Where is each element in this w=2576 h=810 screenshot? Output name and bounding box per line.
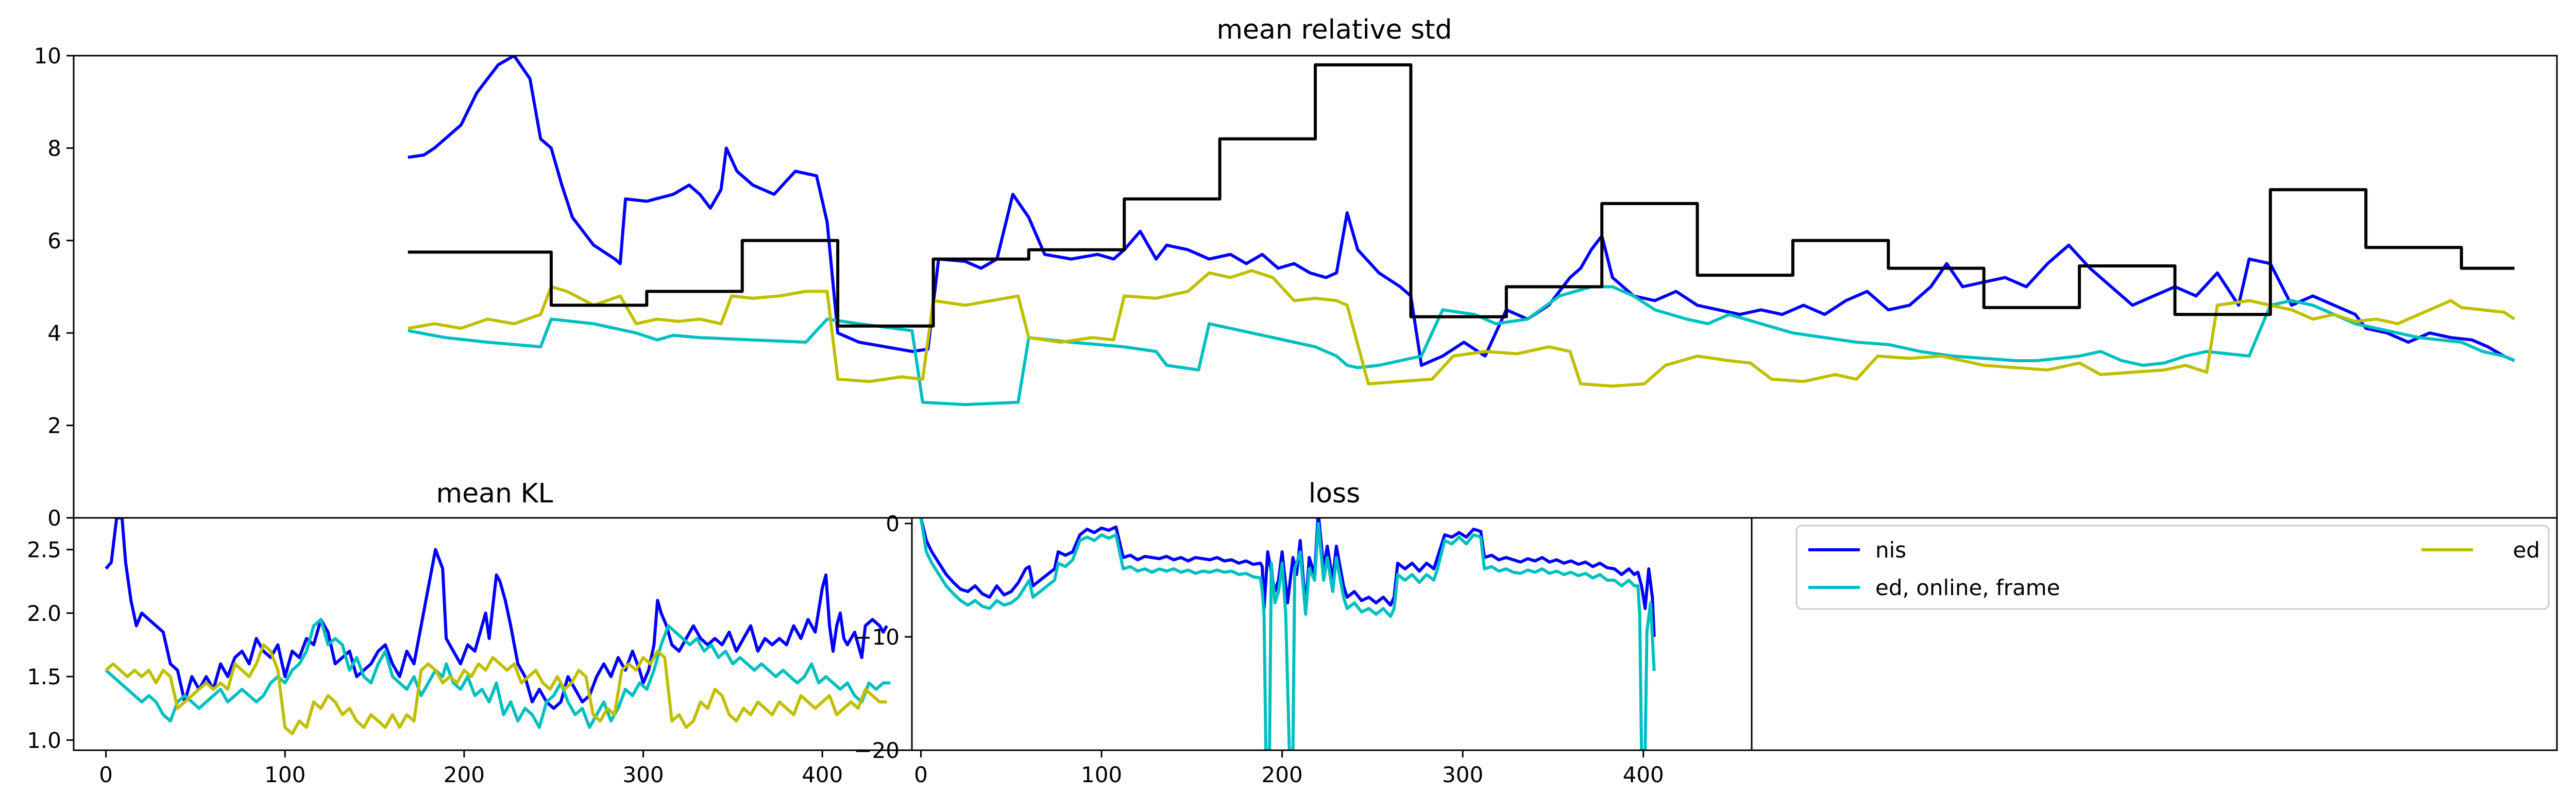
y-tick-label: 6 bbox=[47, 228, 61, 254]
y-tick-label: 0 bbox=[886, 511, 900, 536]
plot-area: 1.0 1.5 2.0 2.5 0 100 200 300 400 bbox=[27, 518, 891, 787]
x-tick-label: 0 bbox=[99, 762, 113, 787]
series-group bbox=[408, 56, 2516, 407]
legend-entry-ed-online-frame: ed, online, frame bbox=[1808, 575, 2060, 600]
legend-border bbox=[1795, 525, 2550, 610]
series-group bbox=[919, 518, 1656, 750]
series-line bbox=[408, 269, 2516, 388]
legend-label: ed, online, frame bbox=[1875, 575, 2060, 600]
plot-area: 0 −10 −20 0 100 200 300 400 bbox=[854, 511, 1664, 787]
series-line bbox=[919, 518, 1656, 637]
y-tick-label: 1.5 bbox=[27, 664, 61, 689]
y-tick-label: 8 bbox=[47, 136, 61, 161]
chart-title: loss bbox=[1309, 478, 1360, 509]
series-line bbox=[919, 518, 1656, 750]
series-line bbox=[105, 643, 887, 735]
axes-frame bbox=[1751, 517, 2558, 751]
y-tick-label: 10 bbox=[34, 43, 61, 69]
legend-label: ed bbox=[2513, 537, 2540, 563]
chart-title: mean KL bbox=[436, 478, 553, 509]
y-tick-label: 1.0 bbox=[27, 728, 61, 753]
axes-frame bbox=[73, 517, 913, 751]
series-line bbox=[408, 63, 2515, 328]
x-tick-label: 400 bbox=[1623, 762, 1664, 787]
series-line bbox=[408, 56, 2515, 367]
legend-label: nis bbox=[1875, 537, 1906, 563]
series-group bbox=[105, 518, 891, 735]
y-tick-label: −20 bbox=[854, 738, 900, 763]
legend-panel: nis ed, online, frame ed bbox=[1751, 517, 2558, 751]
x-tick-label: 100 bbox=[1081, 762, 1122, 787]
series-line bbox=[105, 618, 891, 729]
axes-frame bbox=[911, 517, 1753, 751]
x-tick-label: 100 bbox=[264, 762, 306, 787]
plot-area: 0 2 4 6 8 10 bbox=[34, 43, 2516, 531]
series-line bbox=[105, 518, 888, 710]
x-tick-label: 200 bbox=[444, 762, 485, 787]
x-tick-label: 400 bbox=[802, 762, 843, 787]
x-tick-label: 0 bbox=[914, 762, 928, 787]
mean-kl-panel: mean KL 1.0 1.5 2.0 2.5 0 100 200 300 400 bbox=[27, 478, 913, 787]
x-tick-label: 200 bbox=[1262, 762, 1303, 787]
y-tick-label: 0 bbox=[47, 505, 61, 531]
y-tick-label: −10 bbox=[854, 625, 900, 650]
legend-entry-nis: nis bbox=[1808, 537, 1906, 563]
chart-title: mean relative std bbox=[1216, 14, 1452, 45]
legend-entry-ed: ed bbox=[2421, 537, 2540, 563]
y-tick-label: 2.5 bbox=[27, 537, 61, 563]
y-tick-label: 2 bbox=[47, 413, 61, 438]
x-tick-label: 300 bbox=[1442, 762, 1483, 787]
y-tick-label: 2.0 bbox=[27, 601, 61, 626]
loss-panel: loss 0 −10 −20 0 100 200 300 400 bbox=[854, 478, 1753, 787]
y-tick-label: 4 bbox=[47, 320, 61, 346]
x-tick-label: 300 bbox=[622, 762, 664, 787]
mean-relative-std-panel: mean relative std 0 2 4 6 8 10 bbox=[34, 14, 2558, 531]
legend: nis ed, online, frame ed bbox=[1795, 525, 2550, 610]
